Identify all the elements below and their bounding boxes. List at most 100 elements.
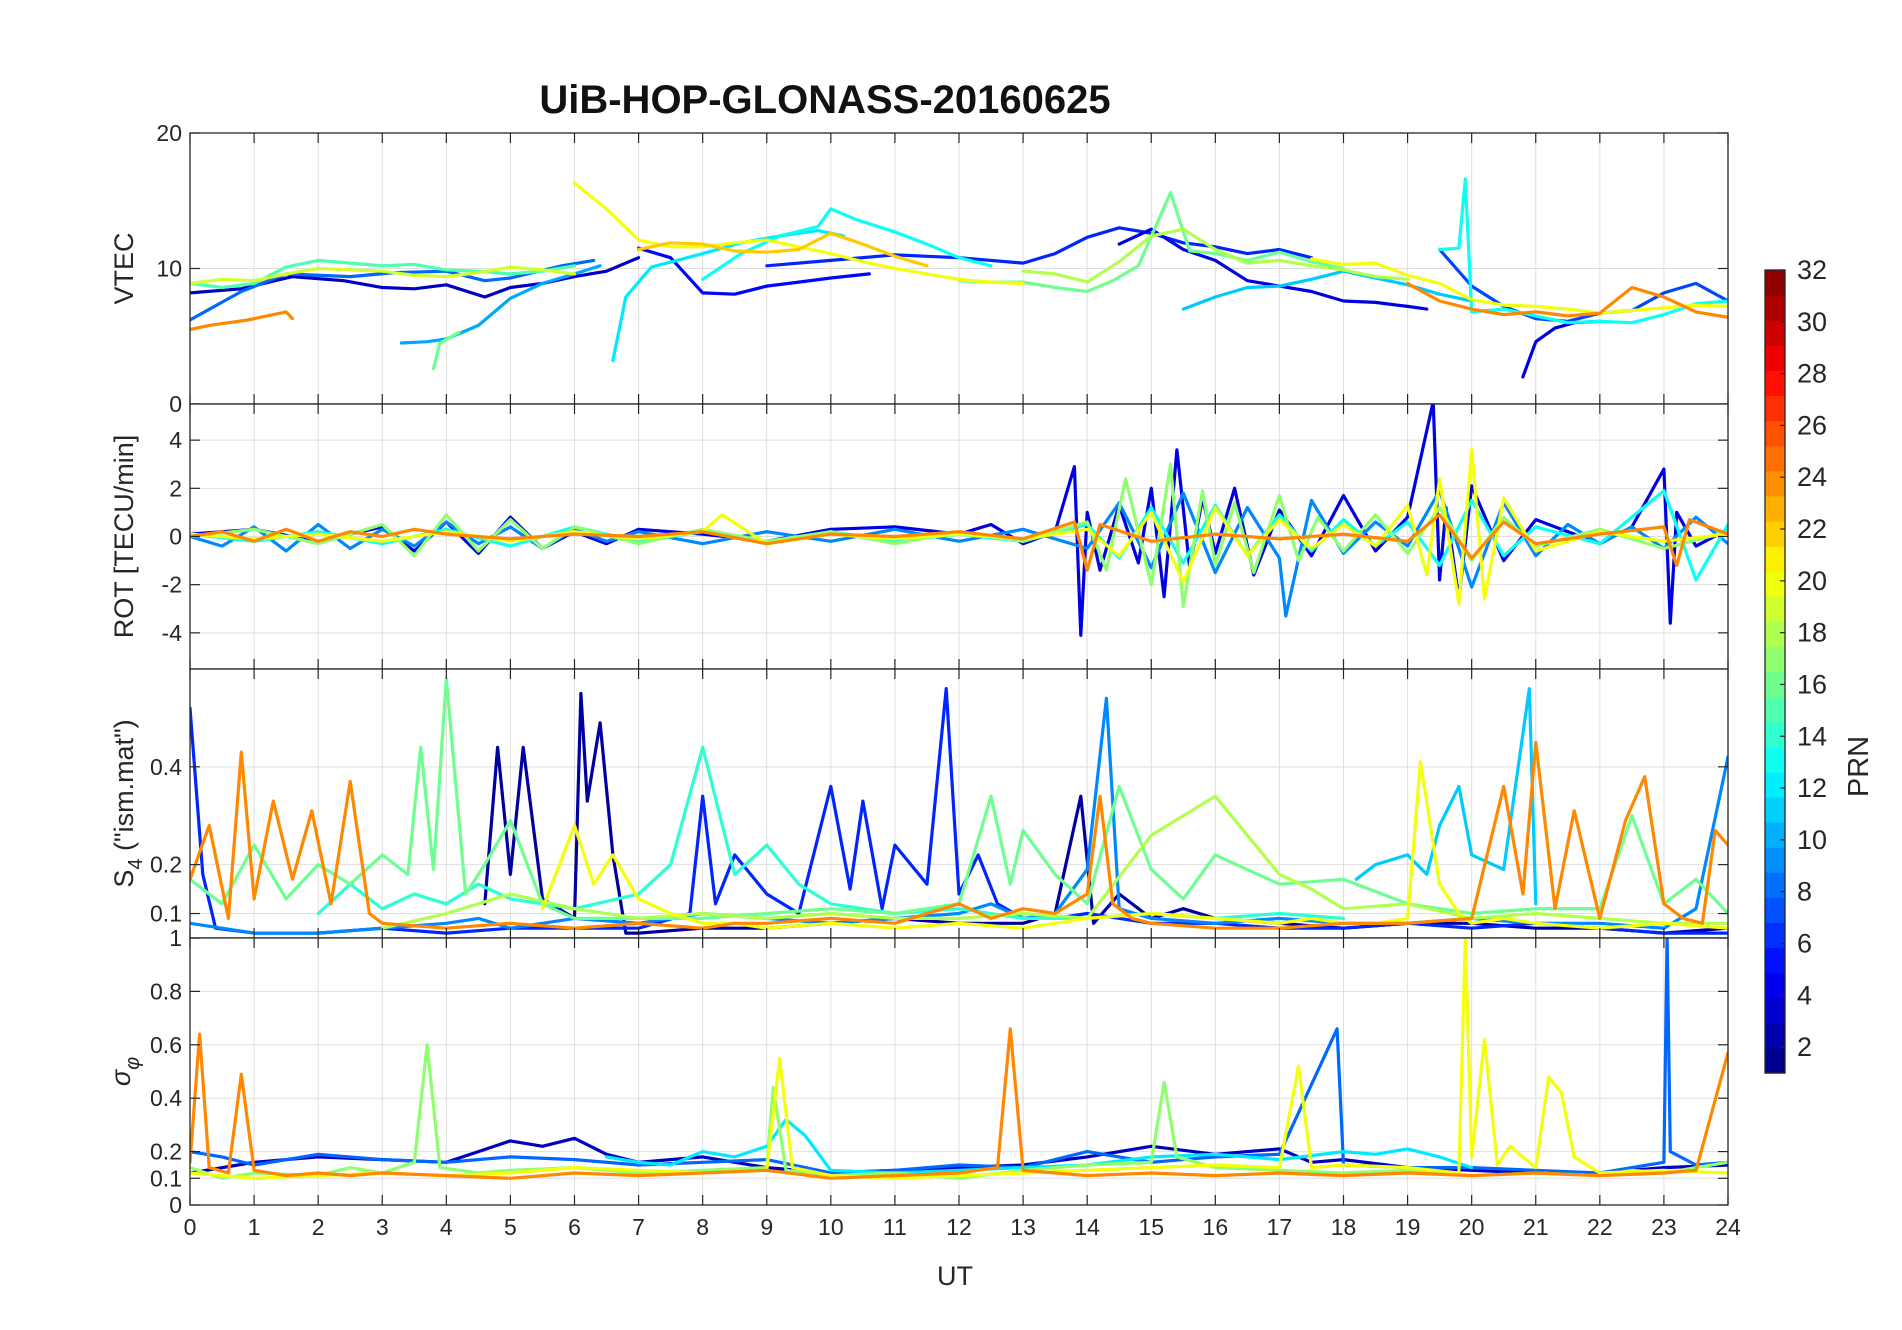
x-tick-label: 1: [248, 1214, 261, 1240]
colorbar-segment: [1765, 395, 1785, 422]
x-tick-label: 9: [760, 1214, 773, 1240]
colorbar-segment: [1765, 621, 1785, 647]
colorbar-tick-label: 18: [1797, 618, 1827, 648]
y-tick-label: 1: [169, 925, 182, 951]
series-prn-16: [957, 191, 1346, 294]
x-tick-label: 22: [1587, 1214, 1613, 1240]
y-tick-label: 2: [169, 475, 182, 501]
colorbar-segment: [1765, 947, 1785, 974]
colorbar-segment: [1765, 771, 1785, 798]
traces: [190, 177, 1728, 379]
chart-title: UiB-HOP-GLONASS-20160625: [539, 78, 1110, 122]
y-tick-label: 20: [156, 120, 182, 146]
series-prn-12: [604, 1118, 1474, 1175]
colorbar-tick-label: 12: [1797, 773, 1827, 803]
colorbar-tick-label: 30: [1797, 307, 1827, 337]
colorbar-tick-label: 10: [1797, 825, 1827, 855]
series-prn-12: [611, 229, 846, 363]
colorbar-label: PRN: [1843, 736, 1875, 797]
series-prn-16: [431, 330, 461, 371]
colorbar-segment: [1765, 671, 1785, 698]
colorbar-segment: [1765, 646, 1785, 673]
y-tick-label: 0.2: [150, 1139, 182, 1165]
x-tick-label: 18: [1331, 1214, 1357, 1240]
x-tick-label: 4: [440, 1214, 453, 1240]
y-tick-label: 0.1: [150, 1165, 182, 1191]
colorbar-segment: [1765, 696, 1785, 723]
series-prn-20: [1309, 257, 1728, 315]
y-tick-label: 0: [169, 391, 182, 417]
y-axis-label: σφ: [106, 1057, 144, 1086]
y-axis-label: VTEC: [109, 232, 139, 304]
panel-2: -4 -2 0 2 4 ROT [TECU/min]: [109, 403, 1729, 670]
y-tick-label: 0.1: [150, 901, 182, 927]
x-tick-label: 12: [946, 1214, 972, 1240]
x-tick-label: 15: [1138, 1214, 1164, 1240]
y-tick-label: 0.4: [150, 754, 182, 780]
colorbar-segment: [1765, 546, 1785, 572]
panel-4: 00.10.2 0.4 0.6 0.8 1 σφ: [106, 925, 1729, 1218]
series-prn-19: [190, 265, 577, 285]
x-tick-label: 8: [696, 1214, 709, 1240]
x-axis-label: UT: [937, 1261, 973, 1291]
colorbar-segment: [1765, 1022, 1785, 1049]
series-prn-3: [190, 256, 641, 299]
series-prn-11: [1354, 687, 1538, 906]
colorbar-segment: [1765, 997, 1785, 1024]
colorbar-frame: [1764, 269, 1786, 1074]
colorbar-segment: [1765, 345, 1785, 371]
series-prn-24: [190, 310, 295, 332]
colorbar-segment: [1765, 746, 1785, 773]
panel-1: 0 10 20 VTEC: [109, 120, 1729, 417]
colorbar-segment: [1765, 571, 1785, 597]
x-tick-label: 10: [818, 1214, 844, 1240]
y-tick-label: -4: [162, 620, 183, 646]
y-axis-label: S4 ("ism.mat"): [109, 719, 147, 887]
colorbar-segment: [1765, 320, 1785, 346]
colorbar-segment: [1765, 972, 1785, 999]
series-prn-20: [190, 938, 1728, 1180]
colorbar-tick-label: 28: [1797, 359, 1827, 389]
colorbar-tick-label: 26: [1797, 410, 1827, 440]
series-prn-24: [190, 740, 1728, 930]
series-prn-20: [540, 760, 1728, 930]
colorbar-segment: [1765, 721, 1785, 748]
colorbar-tick-label: 32: [1797, 255, 1827, 285]
colorbar-segment: [1765, 796, 1785, 823]
x-tick-label: 2: [312, 1214, 325, 1240]
x-tick-label: 16: [1203, 1214, 1229, 1240]
y-tick-label: 0.8: [150, 978, 182, 1004]
series-prn-13: [1438, 177, 1728, 325]
colorbar-segment: [1765, 420, 1785, 447]
x-tick-label: 3: [376, 1214, 389, 1240]
series-prn-24: [1406, 281, 1728, 319]
traces: [190, 938, 1728, 1180]
colorbar-tick-label: 24: [1797, 462, 1827, 492]
x-tick-label: 7: [632, 1214, 645, 1240]
traces: [190, 404, 1728, 637]
x-tick-label: 23: [1651, 1214, 1677, 1240]
traces: [190, 677, 1728, 935]
y-tick-label: 0: [169, 524, 182, 550]
colorbar-tick-label: 6: [1797, 928, 1812, 958]
x-tick-label: 24: [1715, 1214, 1741, 1240]
series-prn-18: [1021, 227, 1410, 284]
colorbar-tick-label: 20: [1797, 566, 1827, 596]
x-tick-label: 17: [1267, 1214, 1293, 1240]
colorbar-segment: [1765, 847, 1785, 873]
series-prn-15: [190, 258, 577, 290]
x-axis: 0 1 2 3 4 5 6 7 8 9 10 11 12 13 14 15 16 17 18 19 20 21 22 23 24: [184, 1214, 1741, 1240]
x-tick-label: 0: [184, 1214, 197, 1240]
y-tick-label: 4: [169, 427, 182, 453]
colorbar-segment: [1765, 1047, 1785, 1074]
colorbar-segment: [1765, 495, 1785, 522]
series-prn-13: [701, 207, 993, 281]
y-axis-label: ROT [TECU/min]: [109, 435, 139, 639]
x-tick-label: 6: [568, 1214, 581, 1240]
x-tick-label: 13: [1010, 1214, 1036, 1240]
colorbar-segment: [1765, 295, 1785, 321]
colorbar-segment: [1765, 470, 1785, 497]
colorbar-segment: [1765, 370, 1785, 397]
colorbar-segment: [1765, 520, 1785, 547]
